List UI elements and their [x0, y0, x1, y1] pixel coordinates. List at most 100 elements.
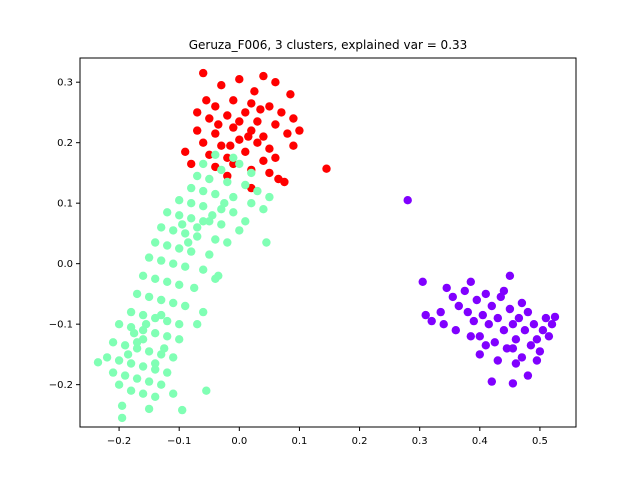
- data-point: [144, 377, 154, 386]
- data-point: [202, 96, 211, 105]
- data-point: [280, 177, 289, 187]
- data-point: [157, 380, 166, 389]
- data-point: [193, 232, 202, 241]
- data-point: [163, 277, 172, 286]
- data-point: [508, 320, 518, 329]
- x-axis: −0.2 −0.1 0.0 0.1 0.2 0.3 0.4 0.5: [107, 427, 548, 447]
- data-point: [265, 102, 274, 111]
- data-point: [532, 356, 542, 365]
- data-point: [235, 135, 244, 144]
- data-point: [157, 295, 166, 305]
- data-point: [223, 177, 232, 187]
- data-point: [259, 132, 268, 141]
- data-point: [163, 208, 172, 217]
- data-point: [547, 320, 557, 329]
- data-point: [102, 353, 112, 362]
- data-point: [487, 377, 496, 386]
- data-point: [169, 353, 178, 362]
- data-point: [250, 87, 259, 96]
- data-point: [448, 292, 457, 302]
- data-point: [469, 316, 478, 326]
- data-point: [211, 189, 220, 199]
- y-tick-label: 0.2: [57, 138, 73, 149]
- data-point: [117, 401, 127, 410]
- data-point: [220, 199, 229, 208]
- plot-frame: [79, 57, 577, 428]
- data-point: [187, 159, 196, 169]
- data-point: [277, 108, 286, 117]
- data-point: [175, 320, 184, 329]
- data-point: [151, 274, 160, 283]
- points-layer: [93, 68, 560, 423]
- data-point: [217, 141, 226, 150]
- data-point: [427, 316, 436, 326]
- data-point: [120, 341, 130, 350]
- data-point: [93, 358, 103, 367]
- data-point: [265, 168, 274, 178]
- data-point: [199, 265, 208, 274]
- data-point: [160, 344, 169, 353]
- series-2: [93, 150, 274, 423]
- data-point: [481, 341, 490, 350]
- data-point: [511, 359, 521, 368]
- data-point: [169, 298, 178, 308]
- data-point: [247, 99, 256, 108]
- data-point: [244, 132, 253, 141]
- data-point: [193, 223, 202, 232]
- data-point: [472, 295, 481, 305]
- data-point: [508, 344, 518, 353]
- data-point: [229, 159, 238, 169]
- data-point: [259, 71, 268, 81]
- data-point: [229, 153, 238, 162]
- data-point: [541, 313, 551, 323]
- y-tick-label: 0.1: [57, 199, 73, 210]
- data-point: [253, 138, 262, 147]
- data-point: [199, 68, 208, 78]
- data-point: [235, 159, 244, 169]
- y-tick-label: −0.1: [49, 320, 73, 331]
- data-point: [544, 332, 554, 341]
- data-point: [214, 120, 223, 129]
- data-point: [229, 123, 238, 132]
- data-point: [475, 332, 484, 341]
- data-point: [532, 335, 542, 344]
- data-point: [175, 244, 184, 253]
- data-point: [229, 96, 238, 105]
- data-point: [529, 320, 539, 329]
- data-point: [478, 310, 487, 320]
- x-tick-label: 0.4: [472, 436, 488, 447]
- data-point: [205, 250, 214, 259]
- data-point: [199, 138, 208, 147]
- data-point: [205, 114, 214, 123]
- data-point: [259, 156, 268, 165]
- data-point: [526, 341, 536, 350]
- data-point: [193, 108, 202, 117]
- data-point: [241, 180, 250, 190]
- x-tick-label: 0.1: [291, 436, 307, 447]
- data-point: [421, 310, 430, 320]
- data-point: [144, 347, 154, 356]
- y-axis: −0.2 −0.1 0.0 0.1 0.2 0.3: [49, 78, 80, 391]
- data-point: [322, 164, 331, 173]
- data-point: [523, 371, 533, 380]
- data-point: [163, 241, 172, 250]
- data-point: [283, 129, 292, 138]
- data-point: [253, 117, 262, 126]
- data-point: [523, 307, 533, 317]
- x-tick-label: 0.0: [231, 436, 247, 447]
- y-tick-label: −0.2: [49, 380, 73, 391]
- data-point: [466, 277, 475, 286]
- data-point: [418, 277, 427, 286]
- data-point: [265, 144, 274, 153]
- data-point: [535, 347, 545, 356]
- data-point: [169, 389, 178, 398]
- data-point: [217, 220, 226, 229]
- data-point: [463, 307, 472, 317]
- data-point: [289, 114, 298, 123]
- data-point: [223, 171, 232, 181]
- data-point: [286, 90, 295, 99]
- data-point: [181, 147, 190, 156]
- data-point: [499, 326, 509, 335]
- data-point: [151, 392, 160, 401]
- data-point: [175, 335, 184, 344]
